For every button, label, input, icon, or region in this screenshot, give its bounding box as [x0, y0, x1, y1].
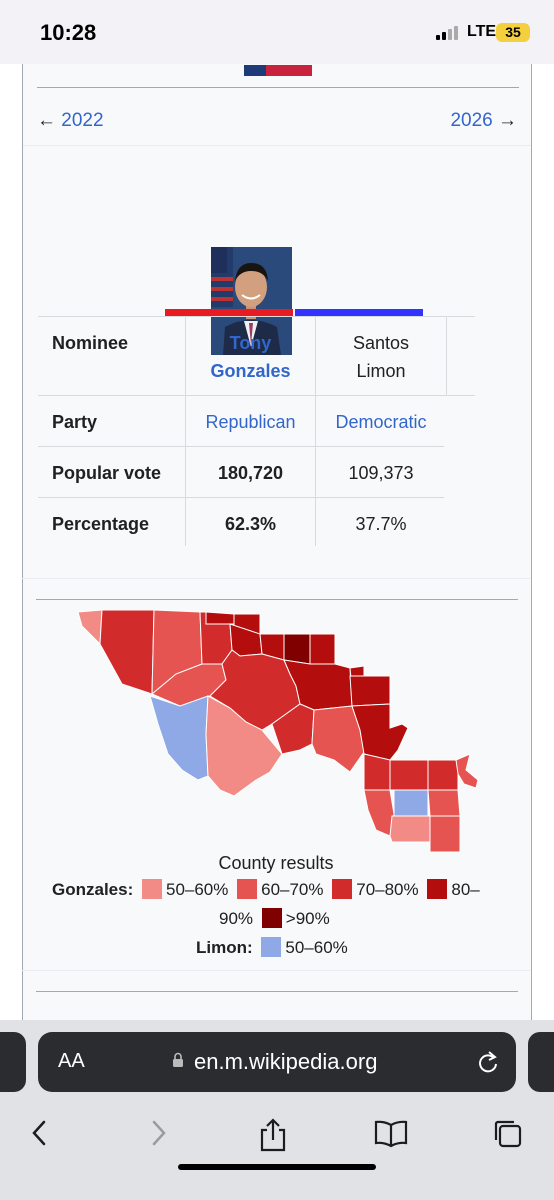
legend-range: 90% — [219, 909, 254, 928]
lock-icon — [173, 1052, 183, 1067]
signal-icon — [436, 26, 462, 40]
candidate-last-name: Limon — [356, 361, 406, 381]
party-link-republican[interactable]: Republican — [205, 412, 296, 432]
reader-settings-button[interactable]: AA — [58, 1050, 85, 1072]
network-label: LTE — [467, 23, 497, 40]
legend-swatch — [427, 879, 448, 899]
previous-election-year: 2022 — [61, 110, 104, 131]
party-link-democratic[interactable]: Democratic — [335, 412, 427, 432]
democratic-color-bar — [295, 309, 423, 317]
percentage-value: 62.3% — [224, 514, 277, 534]
divider — [22, 970, 530, 971]
legend-range: 50–60% — [285, 938, 348, 957]
popular-vote-value: 180,720 — [217, 463, 284, 483]
table-col-divider — [185, 316, 186, 546]
legend-row-gonzales-cont: 90% >90% — [219, 908, 330, 929]
legend-range: 60–70% — [261, 880, 324, 899]
arrow-left-icon: ← — [37, 110, 56, 131]
candidate-first-name: Santos — [352, 333, 410, 353]
tabs-icon[interactable] — [492, 1118, 524, 1150]
popular-vote-value: 109,373 — [348, 463, 414, 483]
divider — [36, 991, 518, 992]
back-icon[interactable] — [28, 1118, 52, 1148]
arrow-right-icon: → — [498, 110, 517, 131]
republican-color-bar — [165, 309, 293, 317]
table-row-divider — [38, 316, 475, 317]
browser-toolbar — [0, 1108, 554, 1178]
share-icon[interactable] — [258, 1118, 288, 1152]
legend-row-limon: Limon: 50–60% — [196, 937, 348, 958]
row-label-nominee: Nominee — [52, 333, 129, 353]
next-election-year: 2026 — [450, 110, 493, 131]
url-text: en.m.wikipedia.org — [194, 1049, 378, 1074]
previous-tab-preview[interactable] — [0, 1032, 26, 1092]
legend-range: 70–80% — [356, 880, 419, 899]
candidate-last-name: Gonzales — [210, 361, 291, 381]
map-caption: County results — [218, 853, 334, 873]
row-label-party: Party — [52, 412, 98, 432]
election-infobox: ← 2022 2026 → — [22, 64, 532, 1020]
status-bar: 10:28 LTE 35 — [0, 0, 554, 64]
legend-range: 50–60% — [165, 880, 229, 899]
legend-swatch — [237, 879, 258, 899]
table-row-divider — [38, 497, 444, 498]
legend-range: >90% — [285, 909, 330, 928]
reload-icon[interactable] — [476, 1049, 500, 1075]
legend-label-gonzales: Gonzales: — [52, 880, 134, 899]
browser-chrome: AA en.m.wikipedia.org — [0, 1020, 554, 1200]
county-results-map[interactable] — [50, 604, 480, 874]
forward-icon[interactable] — [146, 1118, 170, 1148]
legend-row-gonzales: Gonzales: 50–60% 60–70% 70–80% 80– — [52, 879, 480, 900]
divider — [23, 145, 531, 146]
candidate-name: Santos Limon — [316, 329, 446, 385]
legend-swatch — [141, 879, 162, 899]
next-election-link[interactable]: 2026 → — [450, 110, 517, 132]
table-row-divider — [38, 395, 475, 396]
table-row-divider — [38, 446, 444, 447]
legend-label-limon: Limon: — [196, 938, 253, 957]
candidate-name-link[interactable]: Tony Gonzales — [186, 329, 315, 385]
candidate-first-name: Tony — [229, 333, 272, 353]
table-col-divider — [446, 316, 447, 396]
divider — [37, 87, 519, 88]
table-col-divider — [315, 316, 316, 546]
home-indicator — [178, 1164, 376, 1170]
divider — [22, 578, 530, 579]
flag-image — [244, 65, 312, 76]
row-label-percentage: Percentage — [52, 514, 150, 534]
legend-swatch — [332, 879, 353, 899]
status-time: 10:28 — [40, 20, 97, 45]
page-content: ← 2022 2026 → — [0, 64, 554, 1020]
row-label-popular-vote: Popular vote — [52, 463, 162, 483]
legend-swatch — [261, 937, 282, 957]
battery-icon: 35 — [496, 23, 530, 42]
divider — [36, 599, 518, 600]
next-tab-preview[interactable] — [528, 1032, 554, 1092]
legend-range: 80– — [451, 880, 480, 899]
bookmarks-icon[interactable] — [374, 1118, 408, 1148]
previous-election-link[interactable]: ← 2022 — [37, 110, 104, 132]
percentage-value: 37.7% — [355, 514, 407, 534]
address-bar[interactable]: AA en.m.wikipedia.org — [38, 1032, 516, 1092]
legend-swatch — [261, 908, 282, 928]
